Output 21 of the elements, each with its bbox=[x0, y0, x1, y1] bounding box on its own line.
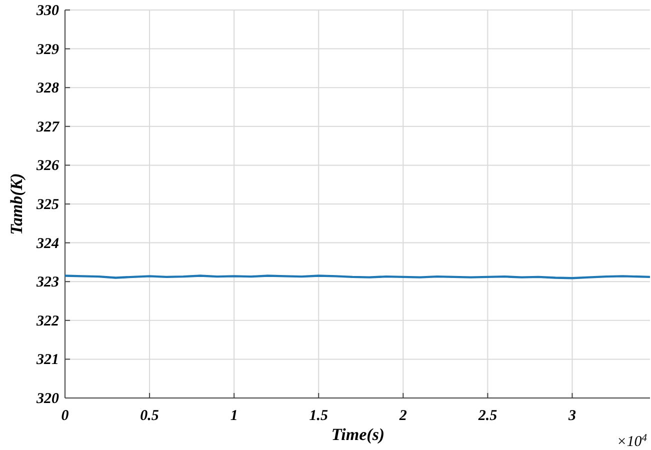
y-tick-label: 326 bbox=[36, 158, 60, 174]
y-tick-label: 328 bbox=[36, 80, 60, 97]
x-tick-label: 1 bbox=[230, 408, 238, 424]
y-tick-label: 322 bbox=[36, 313, 60, 330]
y-tick-label: 324 bbox=[36, 236, 60, 252]
x-tick-label: 2 bbox=[398, 408, 408, 424]
x-tick-label: 3 bbox=[567, 408, 576, 424]
y-tick-label: 327 bbox=[36, 119, 60, 136]
y-tick-label: 320 bbox=[36, 391, 60, 407]
x-tick-label: 0.5 bbox=[140, 408, 160, 424]
text: ×10$^{4}$ bbox=[616, 432, 648, 450]
y-tick-label: 323 bbox=[36, 274, 60, 291]
x-tick-label: 0 bbox=[61, 408, 70, 424]
y-tick-label: 330 bbox=[36, 3, 60, 19]
x-tick-label: 1.5 bbox=[309, 408, 328, 424]
y-tick-label: 321 bbox=[36, 352, 59, 368]
y-tick-label: 329 bbox=[36, 42, 60, 58]
y-axis-title: Tamb(K) bbox=[7, 173, 26, 235]
x-tick-label: 2.5 bbox=[477, 408, 498, 424]
x-axis-title: Time(s) bbox=[331, 425, 385, 444]
y-tick-label: 325 bbox=[36, 197, 60, 213]
